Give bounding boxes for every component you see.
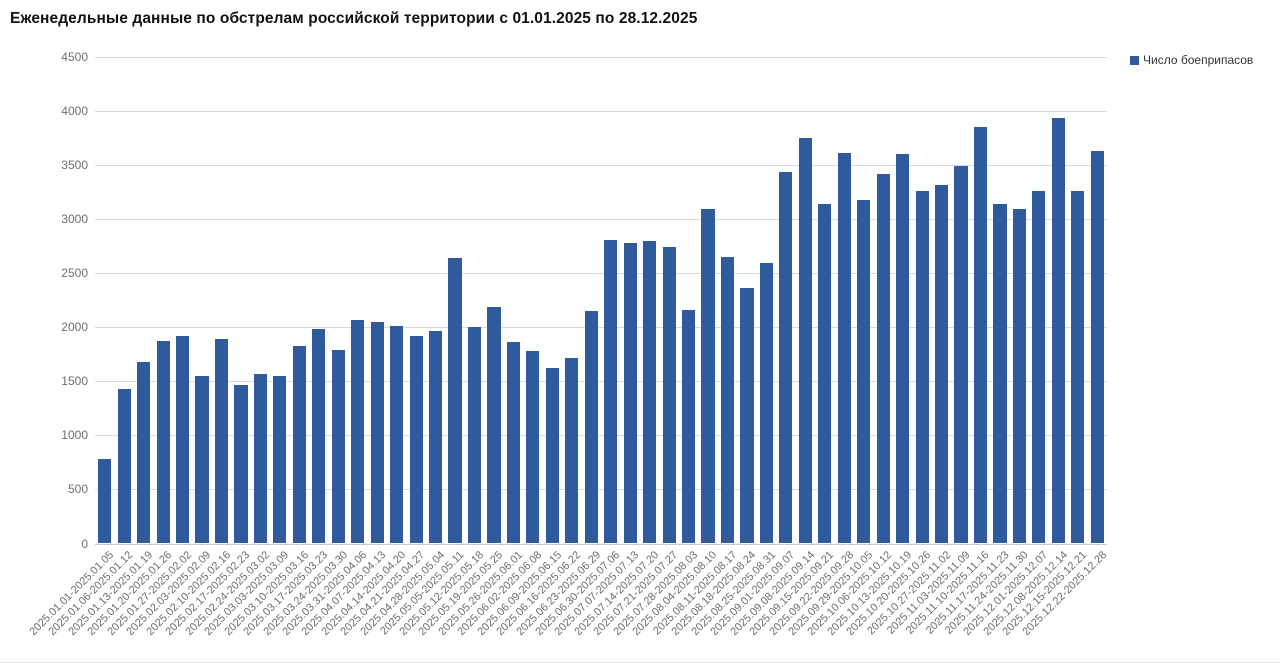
- bar-49: [1032, 191, 1046, 544]
- bar-5: [175, 335, 190, 544]
- bar-22: [506, 342, 520, 544]
- bar-44: [934, 184, 949, 544]
- bar-20: [467, 327, 482, 544]
- bar-24: [545, 368, 559, 544]
- y-axis-tick-label-2000: 2000: [61, 320, 88, 335]
- bar-4: [156, 341, 170, 544]
- bar-43: [915, 191, 929, 544]
- bar-25: [565, 357, 579, 544]
- bar-41: [876, 173, 890, 544]
- bar-1: [98, 459, 112, 544]
- bar-46: [973, 127, 988, 544]
- bar-18: [428, 330, 443, 544]
- y-axis-tick-label-2500: 2500: [61, 266, 88, 281]
- legend: Число боеприпасов: [1130, 53, 1253, 67]
- bar-9: [253, 373, 267, 544]
- y-axis-tick-label-4500: 4500: [61, 50, 88, 64]
- bar-15: [370, 321, 384, 544]
- y-axis-tick-label-4000: 4000: [61, 104, 88, 119]
- bar-19: [448, 258, 462, 544]
- bar-48: [1012, 209, 1026, 544]
- gridline-2000: [95, 327, 1107, 329]
- chart-title: Еженедельные данные по обстрелам российс…: [10, 10, 698, 27]
- bar-29: [643, 240, 657, 544]
- bar-7: [214, 339, 229, 544]
- bar-17: [409, 335, 423, 544]
- gridline-4000: [95, 111, 1107, 113]
- bar-8: [234, 384, 248, 544]
- bar-34: [740, 288, 754, 544]
- bar-12: [312, 329, 326, 544]
- bar-40: [857, 199, 871, 544]
- bar-35: [759, 263, 773, 544]
- bar-11: [292, 345, 306, 544]
- gridline-1000: [95, 435, 1107, 437]
- bar-2: [117, 388, 131, 544]
- bar-30: [662, 247, 676, 544]
- bar-14: [351, 319, 365, 544]
- bar-42: [896, 154, 910, 544]
- gridline-4500: [95, 57, 1107, 58]
- legend-color-swatch: [1130, 55, 1139, 65]
- bar-45: [954, 166, 968, 544]
- bar-6: [195, 375, 209, 544]
- y-axis-tick-label-3000: 3000: [61, 212, 88, 227]
- bar-10: [273, 375, 287, 544]
- bar-47: [993, 204, 1007, 544]
- y-axis-tick-label-500: 500: [67, 482, 88, 497]
- bar-39: [837, 153, 851, 544]
- gridline-1500: [95, 381, 1107, 383]
- bar-32: [701, 209, 715, 544]
- bar-38: [818, 204, 832, 544]
- bar-36: [779, 171, 793, 544]
- legend-series-label: Число боеприпасов: [1143, 53, 1254, 67]
- bar-3: [137, 361, 151, 544]
- bar-52: [1090, 151, 1104, 544]
- gridline-0: [95, 543, 1107, 545]
- bar-23: [526, 351, 540, 544]
- bar-37: [798, 138, 812, 544]
- gridline-2500: [95, 273, 1107, 275]
- gridline-3000: [95, 219, 1107, 221]
- y-axis-tick-label-1500: 1500: [61, 374, 88, 389]
- bar-51: [1071, 191, 1085, 544]
- bar-26: [584, 311, 598, 544]
- gridline-500: [95, 489, 1107, 491]
- bar-21: [487, 306, 501, 544]
- bar-16: [390, 326, 404, 544]
- bar-13: [331, 349, 345, 544]
- y-axis-tick-label-1000: 1000: [61, 428, 88, 443]
- bar-50: [1051, 117, 1065, 544]
- gridline-3500: [95, 165, 1107, 167]
- bar-33: [720, 257, 735, 544]
- bar-28: [623, 242, 637, 544]
- y-axis-tick-label-3500: 3500: [61, 158, 88, 173]
- bar-27: [604, 239, 618, 544]
- y-axis-tick-label-0: 0: [81, 536, 88, 551]
- bar-31: [681, 309, 696, 544]
